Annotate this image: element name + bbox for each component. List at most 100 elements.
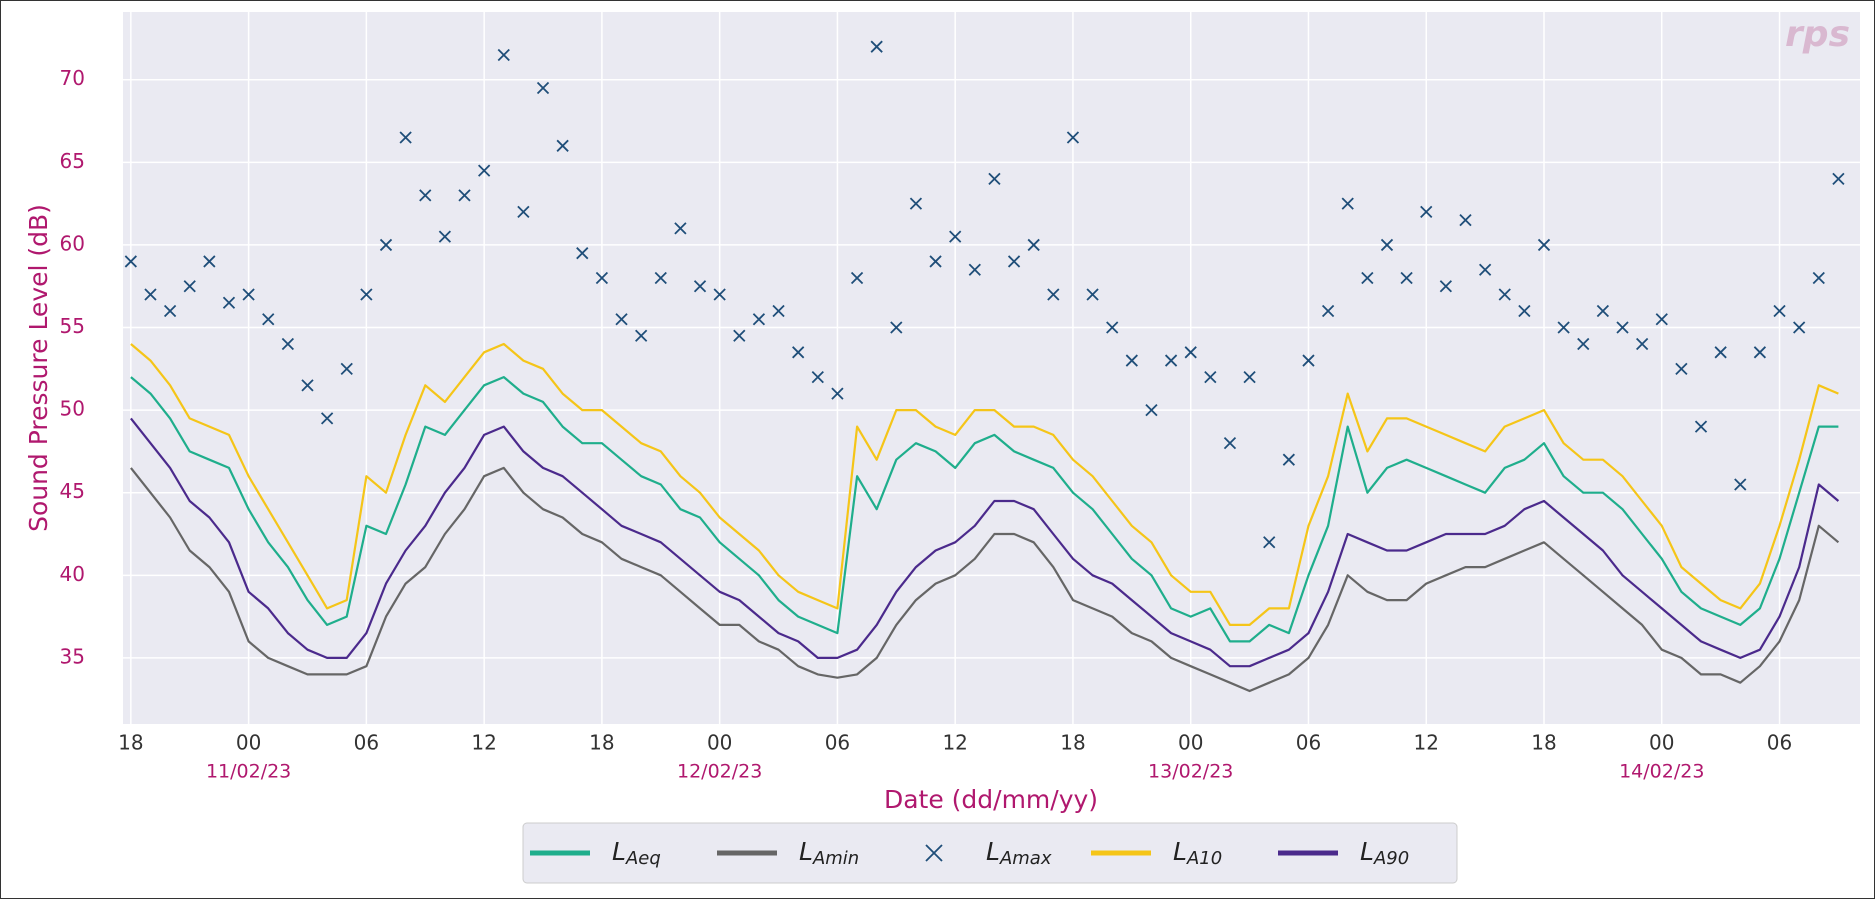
- marker: [242, 288, 255, 301]
- marker: [1714, 346, 1727, 359]
- legend: [522, 822, 1458, 884]
- legend-label: LA10: [1173, 837, 1222, 869]
- marker: [654, 271, 667, 285]
- marker: [1812, 271, 1825, 285]
- marker: [1596, 304, 1610, 318]
- marker: [222, 296, 236, 309]
- legend-label: LAmax: [986, 837, 1052, 869]
- marker: [1518, 304, 1531, 318]
- marker: [183, 280, 196, 293]
- marker: [1380, 238, 1394, 252]
- marker: [438, 230, 452, 243]
- date-tick-label: 12/02/23: [677, 761, 762, 783]
- legend-label: LAeq: [612, 837, 661, 869]
- x-tick-label: 12: [471, 731, 496, 755]
- series: [130, 466, 1840, 693]
- x-tick-label: 00: [1178, 731, 1203, 755]
- marker: [752, 313, 766, 326]
- marker: [890, 321, 903, 334]
- legend-label: LAmin: [799, 837, 859, 869]
- marker: [1439, 280, 1453, 293]
- x-tick-label: 00: [1649, 731, 1674, 755]
- marker: [281, 337, 295, 351]
- y-tick-label: 50: [60, 397, 85, 421]
- y-tick-label: 60: [60, 231, 85, 255]
- marker: [615, 313, 628, 326]
- marker: [1321, 304, 1335, 318]
- x-tick-label: 00: [707, 731, 732, 755]
- x-tick-label: 06: [354, 731, 379, 755]
- y-tick-label: 35: [60, 644, 85, 668]
- marker: [929, 255, 942, 268]
- marker: [831, 387, 844, 400]
- marker: [1243, 370, 1256, 384]
- series-line: [130, 342, 1839, 626]
- marker: [517, 205, 530, 219]
- marker: [1145, 403, 1158, 417]
- y-tick-label: 65: [60, 149, 85, 173]
- marker: [1616, 321, 1629, 334]
- marker: [301, 379, 314, 392]
- marker: [693, 280, 707, 293]
- y-tick-label: 55: [60, 314, 85, 338]
- series-line: [130, 376, 1839, 643]
- marker: [1361, 271, 1374, 285]
- marker: [1832, 172, 1845, 185]
- x-tick-label: 06: [1296, 731, 1321, 755]
- marker: [595, 271, 609, 285]
- marker: [1204, 370, 1217, 384]
- marker: [1655, 313, 1668, 326]
- marker: [713, 288, 726, 301]
- marker: [1557, 321, 1570, 334]
- marker: [772, 304, 785, 318]
- series: [130, 417, 1840, 668]
- marker: [536, 81, 550, 95]
- legend-marker: [925, 844, 943, 862]
- marker: [792, 346, 805, 359]
- marker: [1400, 271, 1413, 285]
- marker: [850, 271, 864, 285]
- marker: [1675, 362, 1688, 375]
- logo: rps: [1785, 14, 1850, 55]
- x-tick-label: 18: [589, 731, 614, 755]
- marker: [556, 139, 569, 152]
- marker: [949, 230, 962, 243]
- marker: [262, 313, 275, 326]
- marker: [1302, 354, 1315, 367]
- marker: [1694, 420, 1708, 433]
- marker: [399, 131, 412, 144]
- marker: [1106, 321, 1119, 334]
- marker: [1577, 337, 1590, 351]
- x-axis-label: Date (dd/mm/yy): [884, 785, 1098, 814]
- marker: [1007, 255, 1021, 268]
- date-tick-label: 11/02/23: [206, 761, 291, 783]
- y-tick-label: 40: [60, 562, 85, 586]
- x-tick-label: 18: [1531, 731, 1556, 755]
- marker: [379, 238, 393, 252]
- date-tick-label: 14/02/23: [1619, 761, 1704, 783]
- marker: [458, 189, 471, 202]
- date-tick-label: 13/02/23: [1148, 761, 1233, 783]
- marker: [1223, 437, 1237, 450]
- marker: [1753, 346, 1767, 359]
- series-line: [130, 466, 1840, 693]
- x-tick-label: 00: [236, 731, 261, 755]
- x-tick-label: 06: [1767, 731, 1792, 755]
- series-line: [130, 417, 1840, 668]
- marker: [1537, 238, 1551, 252]
- marker: [1125, 354, 1138, 367]
- x-tick-label: 06: [825, 731, 850, 755]
- marker: [1459, 214, 1472, 227]
- marker: [1047, 288, 1060, 301]
- marker: [811, 370, 824, 384]
- marker: [1164, 354, 1178, 367]
- marker: [1282, 453, 1295, 466]
- marker: [988, 172, 1001, 185]
- marker: [320, 412, 334, 425]
- marker: [1341, 197, 1354, 210]
- marker: [1066, 131, 1080, 144]
- y-tick-label: 45: [60, 479, 85, 503]
- marker: [635, 329, 648, 342]
- marker: [576, 247, 589, 260]
- marker: [124, 255, 137, 268]
